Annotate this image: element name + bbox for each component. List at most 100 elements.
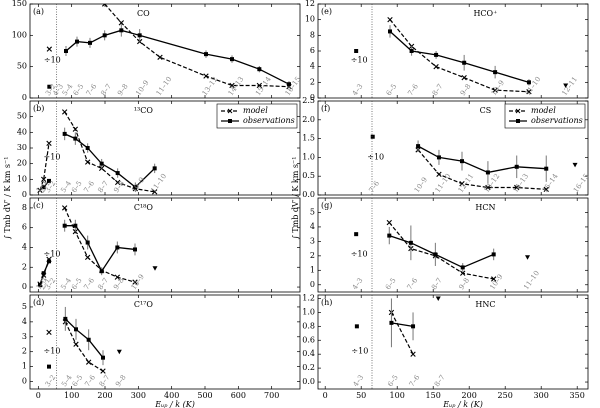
model-line (389, 19, 529, 93)
y-tick-label: 0.4 (302, 349, 315, 358)
plot-area (370, 134, 578, 193)
y-tick-label: 50 (17, 112, 27, 121)
panel-label: (g) (321, 201, 332, 210)
y-axis-label: ∫ Tmb dV′ / K km s⁻¹ (3, 157, 12, 240)
legend-label: observations (531, 116, 583, 125)
model-line (390, 312, 414, 355)
y-tick-label: 0 (22, 190, 27, 199)
transition-label: 4–3 (351, 83, 365, 98)
model-marker (85, 359, 92, 365)
model-marker (459, 181, 465, 187)
legend-marker (228, 119, 232, 123)
transition-label: 7–6 (85, 82, 99, 97)
y-tick-label: 40 (17, 127, 27, 136)
x-tick-label: 0 (323, 391, 328, 400)
scale-note: ÷10 (351, 249, 368, 258)
observation-marker (85, 240, 90, 245)
axes-frame (317, 100, 589, 196)
y-tick-label: 5 (310, 207, 315, 216)
upper-limit (435, 296, 441, 301)
panel-label: (d) (33, 298, 44, 307)
y-tick-label: 1 (310, 265, 315, 274)
observation-marker (230, 57, 234, 62)
model-line (417, 149, 547, 190)
transition-label: 6–5 (72, 83, 86, 98)
transition-label: 9–8 (116, 83, 130, 98)
y-tick-label: 0.5 (302, 171, 315, 180)
y-tick-label: 0.2 (302, 363, 315, 372)
y-tick-label: 2 (22, 347, 27, 356)
transition-label: 8–7 (99, 83, 113, 98)
plot-area (46, 4, 292, 90)
y-tick-label: 4 (22, 242, 27, 251)
observation-marker (460, 159, 464, 164)
y-tick-label: 6 (22, 223, 27, 232)
y-tick-label: 50 (17, 62, 27, 71)
y-tick-label: 0.0 (302, 190, 315, 199)
x-tick-label: 350 (570, 391, 585, 400)
axes-frame (29, 197, 301, 293)
model-marker (492, 87, 498, 93)
transition-label: 7–6 (367, 179, 381, 194)
model-marker (151, 189, 158, 195)
y-tick-label: 2.5 (302, 96, 315, 105)
upper-limit (525, 255, 531, 260)
observation-marker (485, 170, 490, 175)
y-tick-label: 4 (310, 222, 315, 231)
observation-marker (460, 265, 465, 270)
panel-title: HCO⁺ (473, 9, 497, 18)
model-marker (101, 4, 108, 7)
observation-marker (63, 316, 68, 321)
model-marker (40, 176, 47, 183)
legend-label: observations (243, 116, 295, 125)
y-tick-label: 2.0 (302, 115, 315, 124)
x-tick-label: 200 (462, 391, 477, 400)
observation-marker (354, 49, 359, 53)
y-tick-label: 0 (310, 93, 315, 102)
transition-label: 9–8 (459, 83, 473, 98)
model-marker (157, 54, 163, 60)
panel-label: (e) (321, 7, 332, 16)
observation-marker (101, 355, 105, 360)
model-marker (386, 219, 392, 226)
y-tick-label: 0 (310, 280, 315, 289)
y-tick-label: 0 (22, 282, 27, 291)
plot-area (37, 109, 158, 195)
y-tick-label: 2 (310, 77, 315, 86)
y-tick-label: 1.5 (302, 134, 315, 143)
panel-title: CO (137, 9, 150, 18)
scale-note: ÷10 (44, 346, 61, 355)
transition-label: 13–12 (201, 75, 220, 97)
observation-marker (416, 144, 421, 149)
transition-label: 8–7 (96, 277, 110, 292)
scale-note: ÷10 (367, 152, 384, 161)
transition-label: 9–8 (114, 374, 128, 389)
model-marker (46, 329, 52, 335)
y-tick-label: 0.8 (302, 321, 315, 330)
observation-marker (85, 146, 90, 150)
legend-marker (515, 108, 521, 114)
panel-title: HCN (475, 203, 495, 212)
plot-area (354, 219, 531, 282)
x-tick-label: 100 (64, 391, 79, 400)
panel-label: (b) (33, 104, 44, 113)
observation-marker (115, 171, 120, 176)
y-axis-label: ∫ Tmb dV′ / K km s⁻¹ (291, 157, 300, 240)
observation-line (65, 29, 290, 85)
y-tick-label: 8 (310, 30, 315, 39)
observation-marker (64, 49, 68, 53)
x-tick-label: 400 (164, 391, 179, 400)
observation-marker (88, 40, 92, 45)
observation-line (391, 322, 414, 327)
axes-frame (29, 294, 301, 390)
transition-label: 4–3 (351, 277, 365, 292)
upper-limit (563, 83, 569, 88)
y-tick-label: 8 (22, 203, 27, 212)
y-tick-label: 3 (310, 236, 315, 245)
model-line (388, 222, 494, 280)
y-tick-label: 1 (22, 362, 27, 371)
model-marker (485, 184, 491, 191)
panel-title: C¹⁷O (134, 300, 154, 309)
observation-marker (370, 134, 375, 139)
